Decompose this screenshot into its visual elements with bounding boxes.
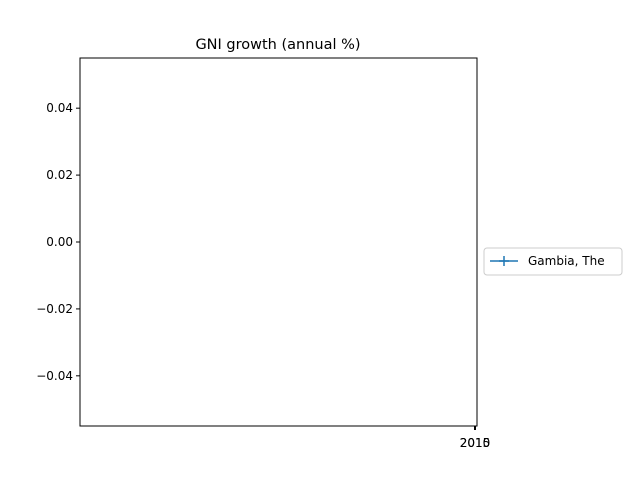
y-tick-label: 0.02 — [46, 168, 73, 182]
plot-area-frame — [79, 57, 478, 427]
y-tick-label: 0.00 — [46, 235, 73, 249]
chart-title: GNI growth (annual %) — [195, 37, 360, 53]
legend-label-gambia: Gambia, The — [528, 254, 605, 268]
y-tick-label: 0.04 — [46, 101, 73, 115]
legend: Gambia, The — [483, 247, 623, 276]
y-tick-label: −0.04 — [36, 369, 73, 383]
y-tick-label: −0.02 — [36, 302, 73, 316]
x-tick-label: 2010 — [460, 436, 491, 450]
y-axis: 0.04 0.02 0.00 −0.02 −0.04 — [36, 101, 80, 383]
legend-box — [483, 247, 623, 276]
x-tick-label: 2015 — [460, 436, 491, 450]
